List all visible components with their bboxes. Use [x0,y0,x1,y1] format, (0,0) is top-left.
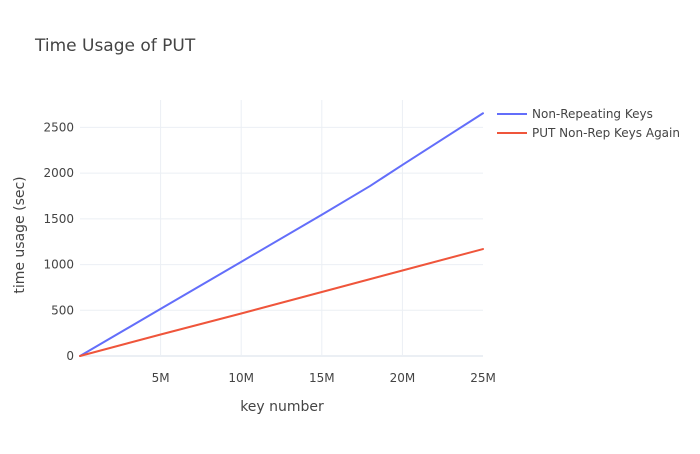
grid-layer [80,100,483,357]
y-axis-label: time usage (sec) [12,176,28,293]
axis-layer: 0 500 1000 1500 2000 2500 5M 10M 15M 20M 25M [43,120,495,385]
legend-label: Non-Repeating Keys [532,107,653,121]
y-tick-label: 500 [51,303,74,317]
x-tick-label: 20M [390,371,416,385]
y-tick-label: 2000 [43,166,74,180]
legend-item-2[interactable]: PUT Non-Rep Keys Again [497,126,680,140]
x-tick-label: 5M [152,371,170,385]
chart-title: Time Usage of PUT [34,36,196,56]
legend-item-1[interactable]: Non-Repeating Keys [497,107,653,121]
x-axis-label: key number [240,399,324,415]
x-tick-label: 15M [309,371,335,385]
y-tick-label: 1500 [43,212,74,226]
series-layer [79,112,484,357]
x-tick-label: 25M [470,371,496,385]
y-tick-label: 0 [66,349,74,363]
x-tick-label: 10M [228,371,254,385]
series-line-1 [79,112,484,357]
y-tick-label: 1000 [43,258,74,272]
series-line-2 [79,248,484,357]
legend-label: PUT Non-Rep Keys Again [532,126,680,140]
y-tick-label: 2500 [43,120,74,134]
legend[interactable]: Non-Repeating Keys PUT Non-Rep Keys Again [497,107,680,140]
